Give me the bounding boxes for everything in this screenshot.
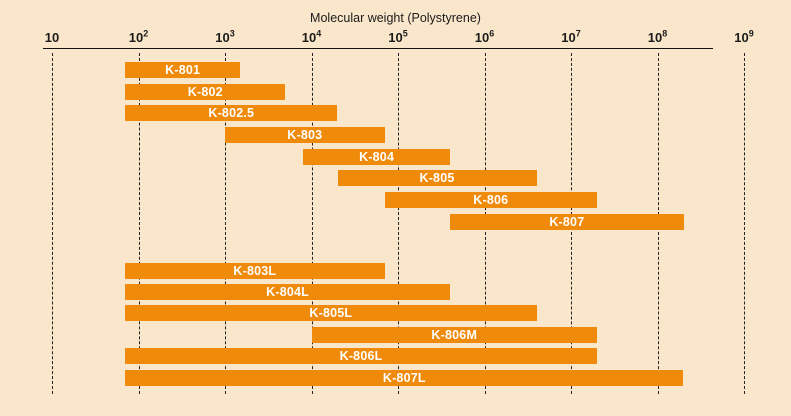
x-tick-exponent: 7 <box>575 28 581 39</box>
x-tick-exponent: 4 <box>316 28 322 39</box>
chart-title: Molecular weight (Polystyrene) <box>310 11 481 25</box>
bar-label-K-801: K-801 <box>165 63 201 77</box>
gridline-10e4 <box>311 53 313 394</box>
x-tick-exponent: 2 <box>143 28 149 39</box>
gridline-10e1 <box>52 53 53 394</box>
x-tick-10e5: 105 <box>388 28 408 45</box>
bar-label-K-802: K-802 <box>187 84 223 99</box>
x-tick-10e7: 107 <box>561 28 581 45</box>
gridline-10e2 <box>138 53 140 394</box>
x-tick-10e4: 104 <box>301 28 322 45</box>
x-tick-exponent: 5 <box>402 28 408 39</box>
bar-label-K-806L: K-806L <box>339 349 383 364</box>
x-axis-line <box>43 48 713 49</box>
bar-K-801: K-801 <box>125 62 241 78</box>
x-tick-10e6: 106 <box>474 28 495 45</box>
bar-K-806: K-806 <box>384 191 597 208</box>
gridline-10e9 <box>744 53 745 394</box>
x-tick-exponent: 3 <box>229 28 235 39</box>
bar-K-807: K-807 <box>450 213 684 230</box>
bar-label-K-806: K-806 <box>473 192 509 207</box>
bar-K-803L: K-803L <box>125 262 385 279</box>
x-tick-10e3: 103 <box>215 28 235 45</box>
x-tick-10e2: 102 <box>128 28 149 45</box>
bar-label-K-807L: K-807L <box>382 370 426 385</box>
bar-K-806M: K-806M <box>311 326 597 343</box>
bar-K-805L: K-805L <box>125 305 537 322</box>
x-tick-exponent: 9 <box>748 28 754 39</box>
gridline-10e3 <box>225 53 226 394</box>
bar-label-K-804: K-804 <box>359 149 395 164</box>
bar-K-805: K-805 <box>337 170 537 187</box>
bar-K-804L: K-804L <box>125 283 451 300</box>
bar-K-802.5: K-802.5 <box>125 105 338 122</box>
bar-label-K-802.5: K-802.5 <box>208 106 255 121</box>
bar-K-807L: K-807L <box>125 369 684 386</box>
gridline-10e5 <box>398 53 399 394</box>
x-tick-exponent: 6 <box>489 28 495 39</box>
bar-label-K-803: K-803 <box>287 127 323 142</box>
bar-K-802: K-802 <box>125 83 286 100</box>
x-tick-10e9: 109 <box>734 28 754 45</box>
x-tick-exponent: 8 <box>662 28 668 39</box>
bar-label-K-805: K-805 <box>419 171 455 186</box>
bar-label-K-804L: K-804L <box>266 284 310 299</box>
bar-label-K-805L: K-805L <box>309 306 353 321</box>
bar-label-K-803L: K-803L <box>233 263 277 278</box>
bar-label-K-806M: K-806M <box>431 327 478 342</box>
x-tick-10e8: 108 <box>647 28 668 45</box>
x-tick-10e1: 10 <box>44 30 60 45</box>
bar-K-806L: K-806L <box>125 348 597 365</box>
bar-K-804: K-804 <box>303 148 451 165</box>
bar-K-803: K-803 <box>225 126 385 143</box>
bar-label-K-807: K-807 <box>549 214 585 229</box>
